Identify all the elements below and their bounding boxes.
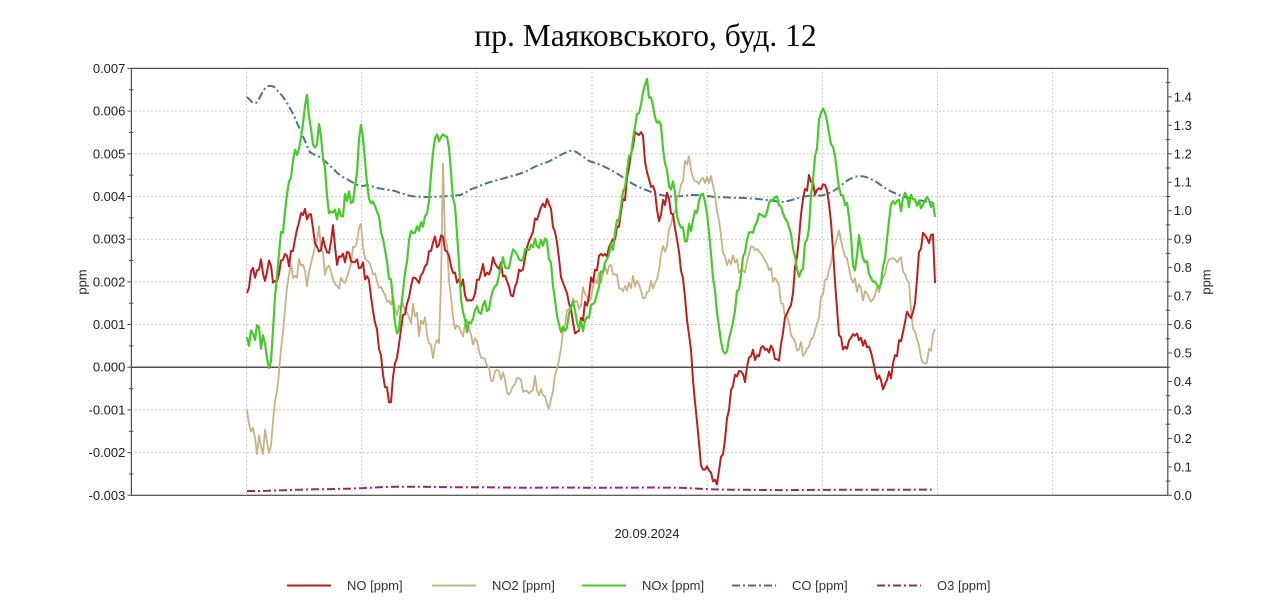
svg-text:0.8: 0.8 (1174, 260, 1192, 275)
svg-text:0.005: 0.005 (93, 146, 126, 161)
svg-text:пр. Маяковського, буд. 12: пр. Маяковського, буд. 12 (474, 18, 816, 53)
svg-text:ppm: ppm (1199, 269, 1214, 294)
svg-text:1.0: 1.0 (1174, 203, 1192, 218)
svg-text:0.5: 0.5 (1174, 346, 1192, 361)
svg-text:0.4: 0.4 (1174, 374, 1192, 389)
svg-text:1.1: 1.1 (1174, 175, 1192, 190)
svg-text:ppm: ppm (75, 269, 90, 294)
svg-text:0.2: 0.2 (1174, 431, 1192, 446)
svg-text:1.2: 1.2 (1174, 146, 1192, 161)
svg-text:NO [ppm]: NO [ppm] (347, 578, 403, 593)
svg-text:0.004: 0.004 (93, 189, 126, 204)
svg-text:0.002: 0.002 (93, 274, 126, 289)
svg-text:0.0: 0.0 (1174, 488, 1192, 503)
svg-text:O3 [ppm]: O3 [ppm] (937, 578, 990, 593)
svg-text:-0.001: -0.001 (89, 402, 126, 417)
svg-text:0.003: 0.003 (93, 232, 126, 247)
svg-text:-0.002: -0.002 (89, 445, 126, 460)
svg-text:20.09.2024: 20.09.2024 (614, 526, 679, 541)
svg-text:0.7: 0.7 (1174, 289, 1192, 304)
svg-text:CO [ppm]: CO [ppm] (792, 578, 848, 593)
svg-text:0.001: 0.001 (93, 317, 126, 332)
svg-text:NO2 [ppm]: NO2 [ppm] (492, 578, 555, 593)
svg-text:0.000: 0.000 (93, 360, 126, 375)
svg-text:0.007: 0.007 (93, 61, 126, 76)
svg-text:0.1: 0.1 (1174, 459, 1192, 474)
svg-text:0.3: 0.3 (1174, 402, 1192, 417)
svg-text:0.006: 0.006 (93, 104, 126, 119)
svg-text:-0.003: -0.003 (89, 488, 126, 503)
svg-text:0.9: 0.9 (1174, 232, 1192, 247)
svg-text:0.6: 0.6 (1174, 317, 1192, 332)
svg-text:1.4: 1.4 (1174, 89, 1192, 104)
svg-text:1.3: 1.3 (1174, 118, 1192, 133)
svg-text:NOx [ppm]: NOx [ppm] (642, 578, 704, 593)
